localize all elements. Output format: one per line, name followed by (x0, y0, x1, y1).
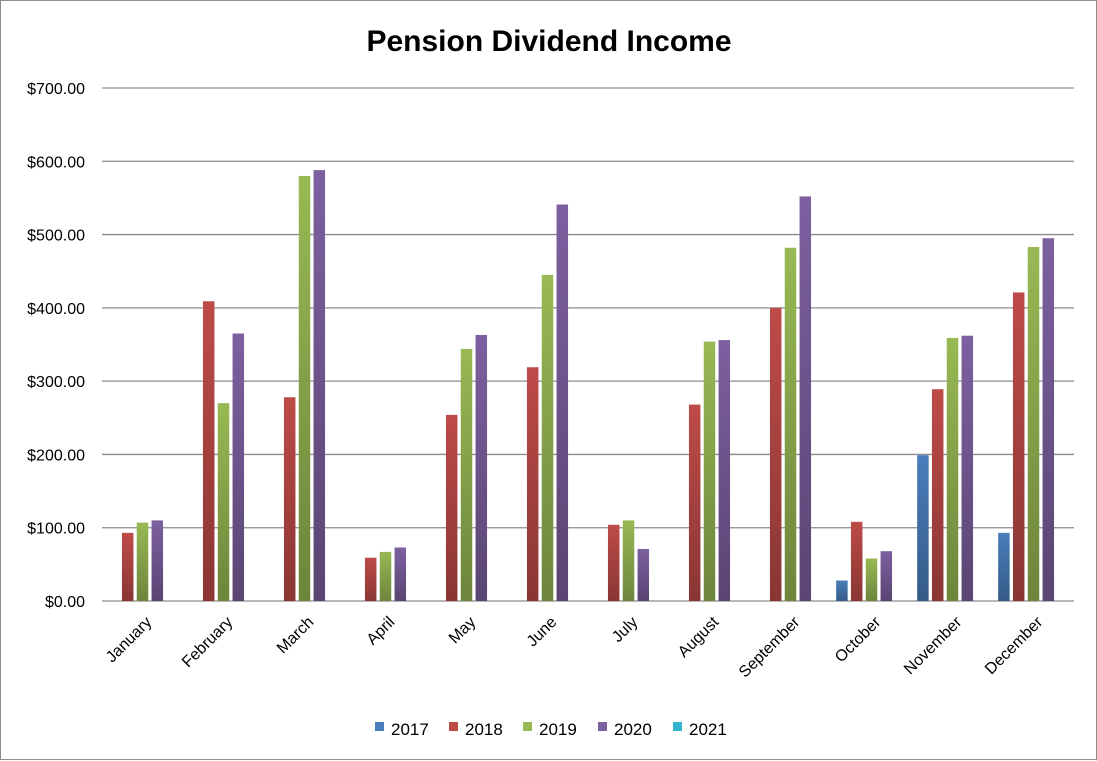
y-tick-label: $100.00 (27, 521, 85, 538)
y-tick-label: $0.00 (45, 594, 85, 611)
x-tick-label: September (736, 613, 804, 681)
bar-2019-december (1027, 247, 1040, 601)
bar-2018-june (526, 367, 539, 601)
bar-2020-april (394, 547, 407, 601)
legend-label-2019: 2019 (539, 720, 577, 739)
bar-2018-september (769, 307, 782, 601)
bar-2019-october (865, 558, 878, 601)
bar-2020-june (556, 204, 569, 601)
bar-2018-february (202, 301, 215, 601)
legend: 2017 2018 2019 2020 2021 (375, 720, 727, 739)
bar-2019-may (460, 348, 473, 601)
y-tick-label: $400.00 (27, 301, 85, 318)
y-axis-ticks: $0.00 $100.00 $200.00 $300.00 $400.00 $500.00… (27, 81, 85, 611)
bar-2020-february (232, 333, 245, 601)
x-tick-label: August (675, 613, 723, 661)
y-tick-label: $500.00 (27, 228, 85, 245)
bar-2020-november (961, 335, 974, 601)
legend-swatch-2020 (598, 722, 607, 731)
bar-2019-february (217, 403, 230, 601)
bar-2018-march (283, 397, 296, 601)
x-tick-label: October (832, 613, 885, 666)
y-tick-label: $300.00 (27, 374, 85, 391)
bar-2020-october (880, 551, 893, 601)
bar-2018-october (850, 521, 863, 601)
bar-2020-august (718, 340, 731, 601)
bar-2018-december (1012, 292, 1025, 601)
bar-2018-november (931, 389, 944, 601)
bar-2020-july (637, 548, 650, 601)
bar-2020-december (1042, 238, 1055, 601)
chart-title: Pension Dividend Income (366, 25, 731, 58)
legend-swatch-2021 (673, 722, 682, 731)
x-tick-label: April (364, 614, 399, 649)
legend-swatch-2019 (523, 722, 532, 731)
legend-swatch-2017 (375, 722, 384, 731)
gridlines (102, 87, 1074, 602)
x-tick-label: July (609, 614, 641, 646)
bar-2018-july (607, 524, 620, 601)
bar-2020-may (475, 334, 488, 601)
legend-label-2018: 2018 (465, 720, 503, 739)
x-tick-label: March (274, 614, 317, 657)
bar-2019-march (298, 175, 311, 601)
y-tick-label: $200.00 (27, 447, 85, 464)
x-tick-label: June (524, 614, 561, 651)
bar-2019-september (784, 247, 797, 601)
bar-2019-july (622, 520, 635, 601)
x-axis-ticks: January February March April May June July Augu… (103, 613, 1047, 681)
x-tick-label: January (103, 614, 155, 666)
bar-2019-june (541, 274, 554, 601)
bar-2020-september (799, 196, 812, 601)
legend-label-2020: 2020 (614, 720, 652, 739)
bar-2018-may (445, 414, 458, 601)
legend-swatch-2018 (449, 722, 458, 731)
bar-2020-january (151, 520, 164, 601)
bar-2019-april (379, 551, 392, 601)
bar-2018-august (688, 404, 701, 601)
y-tick-label: $600.00 (27, 154, 85, 171)
legend-label-2021: 2021 (689, 720, 727, 739)
y-tick-label: $700.00 (27, 81, 85, 98)
x-tick-label: December (982, 613, 1047, 678)
bar-2019-november (946, 337, 959, 601)
x-tick-label: November (901, 613, 966, 678)
bar-2018-january (121, 532, 134, 601)
bar-2020-march (313, 170, 326, 601)
bar-2019-january (136, 522, 149, 601)
bar-2017-december (998, 532, 1010, 601)
legend-label-2017: 2017 (391, 720, 429, 739)
bar-2018-april (364, 557, 377, 601)
bar-2017-november (917, 455, 929, 601)
x-tick-label: February (179, 614, 236, 671)
bars (121, 170, 1055, 601)
bar-2019-august (703, 341, 716, 601)
bar-2017-october (836, 580, 848, 601)
x-tick-label: May (446, 614, 479, 647)
